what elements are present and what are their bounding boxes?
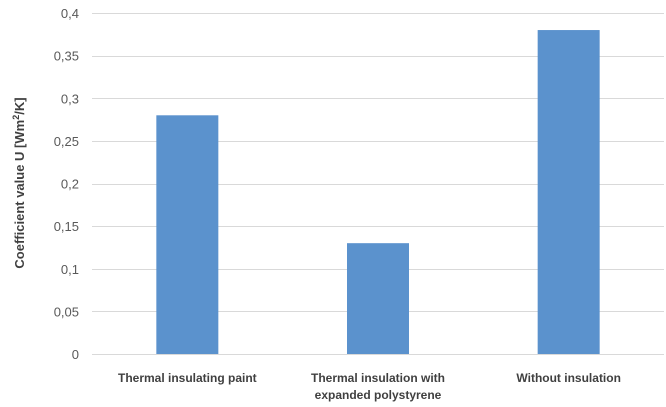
y-tick-label: 0 [72, 347, 79, 362]
y-axis-title-suffix: /K] [12, 97, 27, 114]
y-tick-label: 0,35 [54, 49, 79, 64]
y-tick-label: 0,1 [61, 262, 79, 277]
x-category-label: Without insulation [516, 371, 621, 385]
x-category-label: Thermal insulation with [311, 371, 445, 385]
y-axis-title-superscript: 2 [11, 115, 21, 120]
y-axis-tick-labels: 0 0,05 0,1 0,15 0,2 0,25 0,3 0,35 0,4 [54, 6, 79, 362]
bar [537, 30, 600, 355]
y-tick-label: 0,3 [61, 91, 79, 106]
x-axis-category-labels: Thermal insulating paint Thermal insulati… [118, 371, 621, 402]
x-category-label: expanded polystyrene [315, 388, 442, 402]
y-tick-label: 0,4 [61, 6, 79, 21]
bar [347, 243, 409, 354]
y-tick-label: 0,05 [54, 304, 79, 319]
bar [156, 115, 219, 354]
y-tick-label: 0,2 [61, 177, 79, 192]
y-axis-title-prefix: Coefficient value U [Wm [12, 120, 27, 269]
y-tick-label: 0,25 [54, 134, 79, 149]
y-tick-label: 0,15 [54, 219, 79, 234]
y-axis-title: Coefficient value U [Wm2/K] [11, 97, 27, 268]
bars [156, 30, 600, 355]
x-category-label: Thermal insulating paint [118, 371, 257, 385]
